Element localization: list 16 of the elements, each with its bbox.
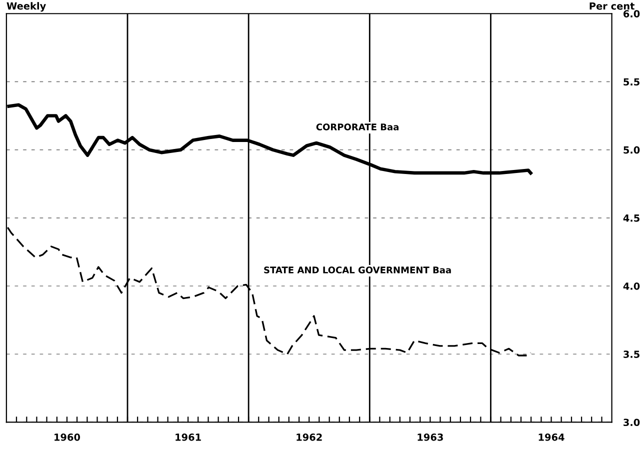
text: Weekly (6, 2, 46, 12)
y-tick-label: 6.0 (624, 10, 640, 18)
x-tick-label: 1960 (54, 434, 80, 441)
series-label: CORPORATE Baa (316, 124, 398, 130)
y-tick-label: 5.0 (624, 146, 640, 154)
x-tick-label: 1962 (296, 434, 322, 441)
text: STATE AND LOCAL GOVERNMENT Baa (264, 266, 451, 274)
y-axis-title: Per cent (590, 2, 634, 10)
x-tick-label: 1964 (538, 434, 564, 441)
y-tick-label: 4.5 (623, 214, 640, 222)
x-tick-label: 1961 (176, 434, 201, 441)
y-tick-label: 4.0 (623, 282, 640, 290)
y-tick-label: 5.5 (624, 78, 640, 86)
y-tick-label: 3.5 (624, 350, 640, 358)
x-tick-label: 1963 (418, 434, 443, 441)
y-tick-label: 3.0 (624, 418, 640, 426)
